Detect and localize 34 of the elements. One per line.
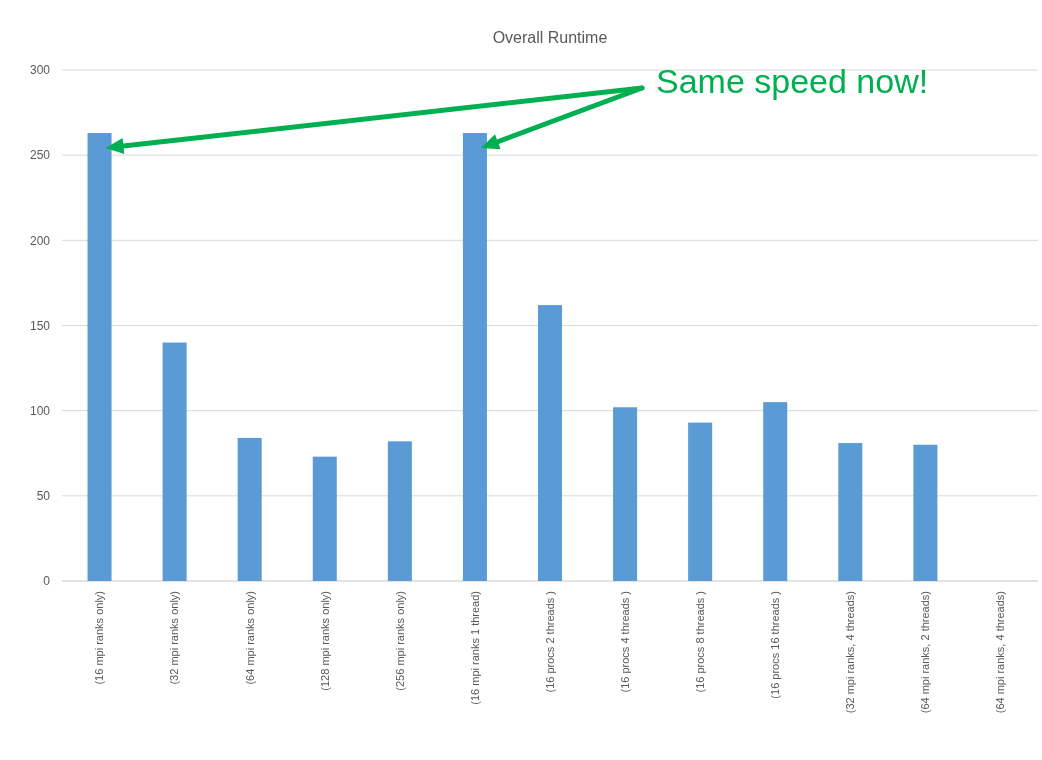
y-tick-label: 200	[29, 233, 51, 248]
x-tick-label: (16 mpi ranks 1 thread)	[468, 591, 481, 705]
bar	[613, 407, 638, 581]
y-tick-label: 300	[29, 63, 51, 78]
y-tick-label: 250	[29, 148, 51, 163]
bar	[913, 444, 938, 581]
bar	[387, 441, 412, 581]
x-tick-label: (16 mpi ranks only)	[93, 591, 106, 685]
y-tick-label: 0	[43, 574, 51, 589]
bar	[462, 133, 487, 581]
bar	[537, 305, 563, 581]
y-tick-label: 50	[36, 489, 51, 504]
x-tick-label: (256 mpi ranks only)	[393, 591, 406, 691]
x-tick-label: (16 procs 4 threads )	[618, 591, 631, 693]
bar	[838, 443, 863, 581]
x-tick-label: (32 mpi ranks only)	[168, 591, 181, 685]
x-tick-label: (128 mpi ranks only)	[318, 591, 331, 691]
y-tick-label: 100	[29, 403, 51, 418]
bar	[763, 402, 788, 581]
x-tick-label: (16 procs 8 threads )	[694, 591, 706, 693]
chart-title: Overall Runtime	[492, 29, 608, 46]
bar	[312, 456, 337, 581]
x-tick-label: (64 mpi ranks, 4 threads)	[994, 591, 1007, 714]
bar	[87, 133, 112, 581]
bar	[162, 342, 187, 581]
bar	[237, 437, 262, 581]
x-tick-label: (64 mpi ranks only)	[243, 591, 256, 685]
x-tick-label: (16 procs 2 threads )	[543, 591, 556, 693]
x-tick-label: (64 mpi ranks, 2 threads)	[919, 591, 932, 714]
y-tick-label: 150	[29, 318, 51, 333]
x-tick-label: (16 procs 16 threads )	[769, 591, 782, 699]
annotation: Same speed now!	[656, 62, 929, 100]
x-tick-label: (32 mpi ranks, 4 threads)	[844, 591, 857, 714]
bar	[688, 422, 713, 581]
